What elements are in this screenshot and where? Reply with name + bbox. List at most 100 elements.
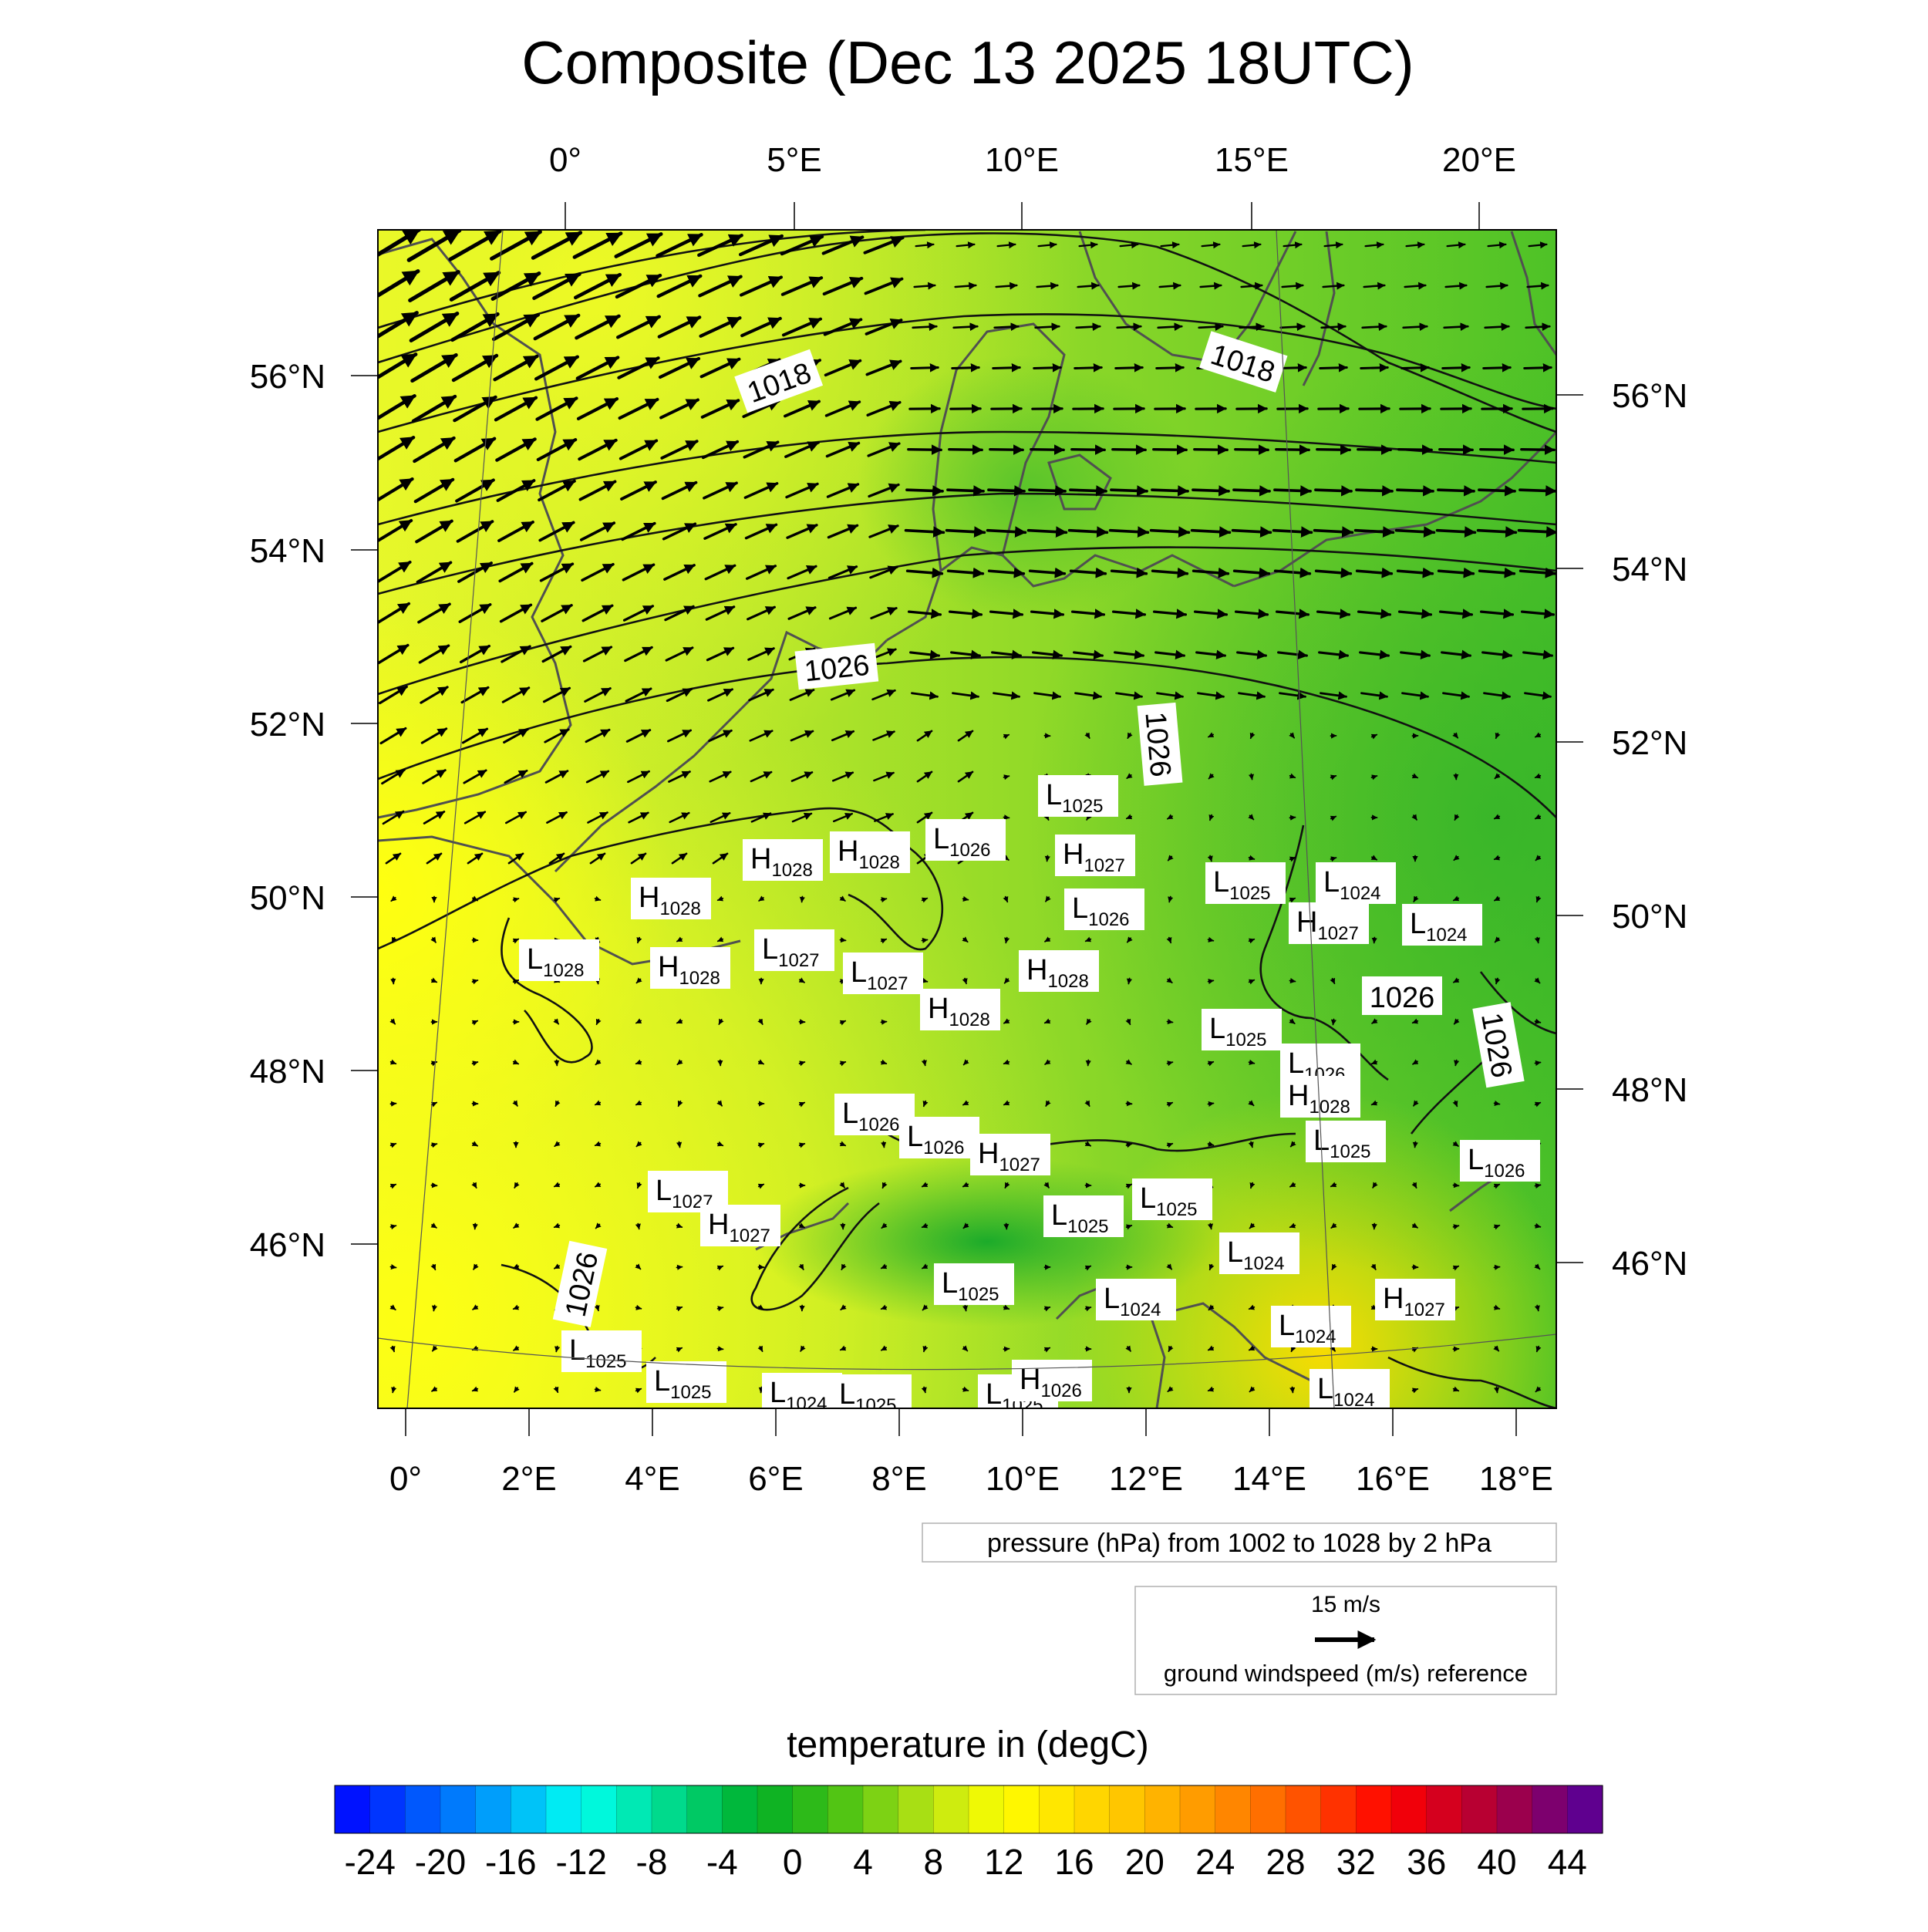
wind-vector (1004, 1349, 1010, 1350)
wind-vector (965, 1306, 966, 1311)
wind-reference-caption: ground windspeed (m/s) reference (1164, 1660, 1528, 1687)
colorbar-segment (1039, 1785, 1074, 1833)
wind-vector (841, 940, 846, 941)
wind-vector (1281, 326, 1305, 328)
pressure-center-label: H1027 (700, 1205, 780, 1246)
pressure-center-label: L1024 (1402, 904, 1482, 946)
wind-vector (1361, 368, 1388, 369)
colorbar-segment (863, 1785, 898, 1833)
wind-vector (907, 490, 942, 491)
wind-vector (1320, 368, 1347, 369)
top-lon-label: 20°E (1442, 141, 1516, 179)
wind-vector (954, 326, 978, 328)
wind-vector (1208, 980, 1214, 981)
colorbar-segment (370, 1785, 406, 1833)
colorbar-tick-label: -12 (555, 1842, 606, 1882)
bottom-lon-label: 18°E (1479, 1460, 1553, 1498)
wind-vector (1438, 531, 1475, 533)
colorbar-segment (1074, 1785, 1110, 1833)
colorbar-segment (687, 1785, 723, 1833)
colorbar-segment (1180, 1785, 1215, 1833)
wind-vector (884, 1142, 885, 1148)
wind-vector (948, 490, 983, 491)
wind-vector (677, 1267, 683, 1268)
pressure-center-label: L1025 (1132, 1178, 1212, 1220)
wind-vector (1275, 490, 1310, 491)
wind-vector (1484, 368, 1511, 369)
pressure-center-label: H1026 (1012, 1360, 1092, 1401)
pressure-center-label: H1027 (1055, 835, 1135, 876)
wind-vector (1128, 979, 1129, 984)
wind-vector (432, 1185, 437, 1186)
colorbar-segment (1321, 1785, 1357, 1833)
colorbar-tick-label: 8 (924, 1842, 944, 1882)
right-lat-label: 52°N (1612, 724, 1687, 762)
colorbar-segment (1215, 1785, 1251, 1833)
wind-vector (1070, 490, 1106, 491)
wind-vector (1485, 326, 1509, 328)
wind-vector (1374, 938, 1375, 943)
colorbar-tick-label: 12 (984, 1842, 1023, 1882)
colorbar-tick-label: -16 (485, 1842, 536, 1882)
wind-vector (391, 1267, 396, 1268)
colorbar-tick-label: 44 (1548, 1842, 1587, 1882)
colorbar-segment (933, 1785, 969, 1833)
pressure-center-label: H1028 (1280, 1076, 1360, 1118)
wind-vector (679, 1142, 680, 1148)
wind-vector (475, 1224, 476, 1229)
pressure-center-label: H1028 (830, 831, 910, 873)
left-lat-label: 50°N (250, 879, 325, 917)
colorbar-segment (335, 1785, 370, 1833)
wind-vector (1157, 368, 1184, 369)
pressure-center-label: H1028 (743, 839, 823, 881)
colorbar-tick-label: 28 (1266, 1842, 1305, 1882)
colorbar-segment (581, 1785, 617, 1833)
colorbar-segment (827, 1785, 863, 1833)
top-lon-label: 0° (549, 141, 581, 179)
pressure-center-label: H1028 (650, 947, 730, 989)
pressure-center-label: L1027 (843, 953, 923, 994)
isobar-label-text: 1026 (1138, 710, 1176, 778)
wind-vector (1402, 368, 1429, 369)
wind-vector (1525, 368, 1552, 369)
colorbar-segment (1356, 1785, 1391, 1833)
pressure-center-label: L1024 (1096, 1279, 1176, 1320)
wind-vector (988, 531, 1026, 533)
colorbar-segment (1144, 1785, 1180, 1833)
wind-vector (557, 1060, 558, 1066)
colorbar-segment (1427, 1785, 1462, 1833)
pressure-center-label: H1028 (1019, 950, 1099, 992)
wind-vector (1199, 326, 1223, 328)
wind-vector (1356, 531, 1394, 533)
pressure-center-label: L1025 (1306, 1121, 1386, 1162)
wind-vector (1479, 490, 1515, 491)
colorbar-segment (1391, 1785, 1427, 1833)
isobar-label: 1026 (1362, 976, 1442, 1015)
bottom-lon-label: 8°E (871, 1460, 926, 1498)
pressure-center-label: L1025 (1205, 862, 1286, 904)
pressure-center-label: L1025 (1202, 1009, 1282, 1050)
pressure-center-label: H1028 (631, 878, 711, 919)
colorbar-title: temperature in (degC) (787, 1725, 1149, 1765)
pressure-center-label: L1028 (519, 939, 599, 981)
colorbar-segment (546, 1785, 581, 1833)
right-lat-label: 56°N (1612, 377, 1687, 415)
wind-vector (1497, 1387, 1498, 1393)
wind-vector (1036, 326, 1060, 328)
wind-vector (1117, 326, 1141, 328)
wind-vector (1315, 531, 1353, 533)
wind-vector (1456, 774, 1457, 780)
right-lat-label: 50°N (1612, 898, 1687, 936)
wind-vector (1444, 326, 1468, 328)
wind-vector (1495, 1267, 1500, 1268)
colorbar-tick-label: -4 (706, 1842, 738, 1882)
bottom-lon-label: 2°E (501, 1460, 556, 1498)
right-lat-label: 54°N (1612, 551, 1687, 588)
top-lon-label: 5°E (767, 141, 821, 179)
wind-reference-box: 15 m/s ground windspeed (m/s) reference (1135, 1586, 1556, 1694)
wind-vector (1152, 490, 1188, 491)
pressure-center-label: L1026 (925, 819, 1006, 861)
isobar-label-text: 1026 (1370, 982, 1435, 1014)
